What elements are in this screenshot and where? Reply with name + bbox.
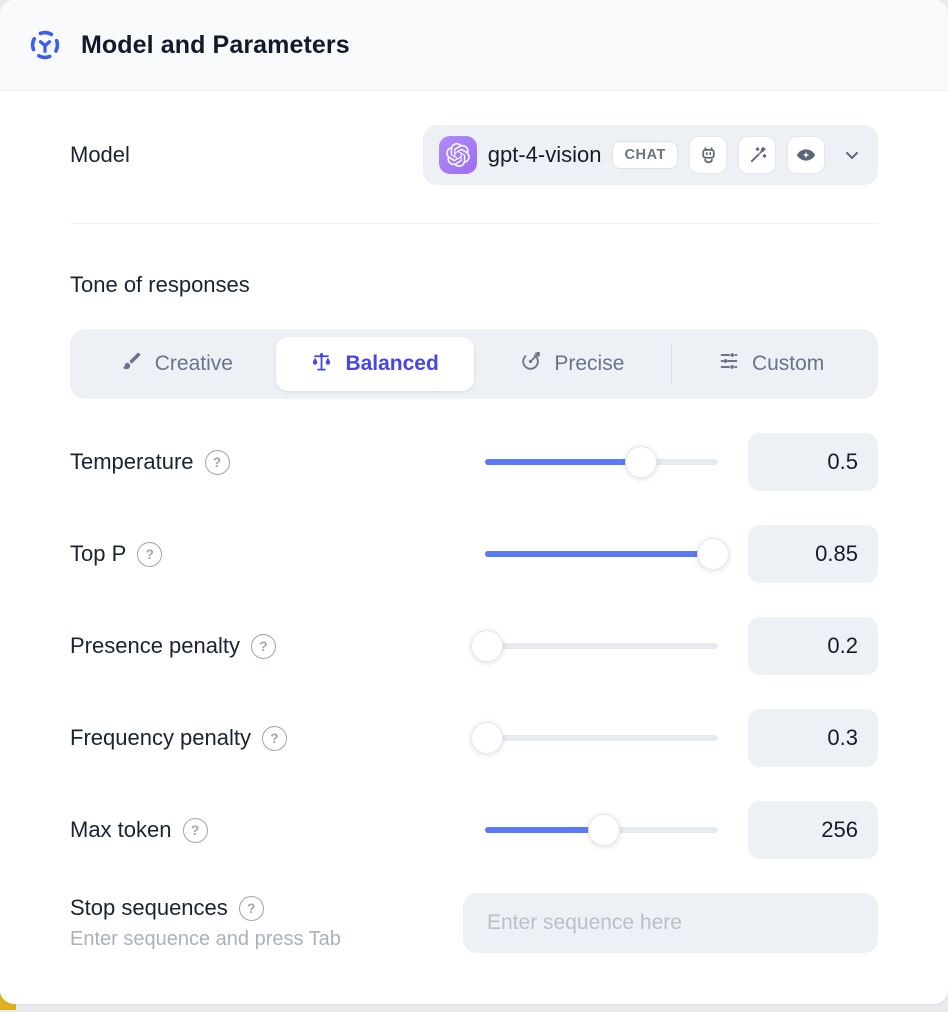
- slider-handle[interactable]: [587, 814, 620, 846]
- model-hub-icon: [26, 26, 64, 64]
- chat-badge: CHAT: [612, 141, 678, 169]
- tab-custom[interactable]: Custom: [672, 337, 870, 391]
- slider-handle[interactable]: [625, 446, 658, 478]
- help-icon[interactable]: ?: [262, 725, 287, 751]
- top-p-row: Top P ? 0.85: [70, 525, 878, 583]
- stop-sequence-input[interactable]: [463, 893, 878, 953]
- slider-handle[interactable]: [471, 722, 504, 754]
- slider-handle[interactable]: [471, 630, 504, 662]
- tab-creative-label: Creative: [154, 352, 233, 375]
- tab-creative[interactable]: Creative: [78, 337, 276, 391]
- help-icon[interactable]: ?: [137, 541, 163, 567]
- openai-logo-icon: [438, 136, 477, 174]
- tab-precise-label: Precise: [554, 352, 625, 375]
- top-p-value[interactable]: 0.85: [748, 525, 878, 583]
- temperature-value[interactable]: 0.5: [748, 433, 878, 491]
- max-token-slider[interactable]: [485, 813, 718, 847]
- tab-balanced-label: Balanced: [345, 352, 439, 375]
- presence-penalty-label: Presence penalty: [70, 633, 240, 658]
- help-icon[interactable]: ?: [238, 895, 264, 921]
- temperature-slider[interactable]: [485, 445, 718, 479]
- target-arrow-icon: [520, 350, 542, 378]
- frequency-penalty-label: Frequency penalty: [70, 725, 251, 750]
- frequency-penalty-slider[interactable]: [471, 721, 718, 755]
- vision-eye-icon: [787, 136, 825, 174]
- sliders-icon: [718, 350, 740, 378]
- chevron-down-icon: [842, 145, 862, 165]
- page-title: Model and Parameters: [81, 30, 350, 59]
- tab-precise[interactable]: Precise: [474, 337, 672, 391]
- frequency-penalty-value[interactable]: 0.3: [748, 709, 878, 767]
- help-icon[interactable]: ?: [251, 633, 276, 659]
- frequency-penalty-row: Frequency penalty ? 0.3: [70, 709, 878, 767]
- magic-wand-icon: [738, 136, 776, 174]
- slider-handle[interactable]: [697, 538, 730, 570]
- top-p-slider[interactable]: [485, 537, 730, 571]
- temperature-row: Temperature ? 0.5: [70, 433, 878, 491]
- stop-sequences-hint: Enter sequence and press Tab: [70, 928, 341, 950]
- model-name: gpt-4-vision: [487, 142, 602, 167]
- max-token-value[interactable]: 256: [748, 801, 878, 859]
- max-token-row: Max token ? 256: [70, 801, 878, 859]
- max-token-label: Max token: [70, 817, 172, 842]
- model-selector[interactable]: gpt-4-vision CHAT: [422, 125, 878, 185]
- tone-segmented-control: Creative Balanced: [70, 329, 878, 399]
- stop-sequences-row: Stop sequences ? Enter sequence and pres…: [70, 893, 878, 953]
- help-icon[interactable]: ?: [182, 817, 208, 843]
- section-divider: [70, 223, 878, 224]
- model-label: Model: [70, 142, 130, 167]
- panel-body: Model gpt-4-vision CHAT: [0, 125, 948, 1004]
- tab-balanced[interactable]: Balanced: [275, 337, 474, 391]
- robot-icon: [689, 136, 727, 174]
- tab-divider: [671, 344, 673, 384]
- presence-penalty-slider[interactable]: [471, 629, 718, 663]
- presence-penalty-value[interactable]: 0.2: [748, 617, 878, 675]
- top-p-label: Top P: [70, 541, 127, 566]
- tone-of-responses-label: Tone of responses: [70, 272, 250, 297]
- paintbrush-icon: [121, 350, 143, 378]
- temperature-label: Temperature: [70, 449, 194, 474]
- panel-header: Model and Parameters: [0, 0, 948, 91]
- scales-icon: [310, 350, 333, 379]
- presence-penalty-row: Presence penalty ? 0.2: [70, 617, 878, 675]
- tab-custom-label: Custom: [751, 352, 825, 375]
- model-row: Model gpt-4-vision CHAT: [70, 125, 878, 185]
- help-icon[interactable]: ?: [204, 449, 230, 475]
- stop-sequences-label: Stop sequences: [70, 895, 228, 920]
